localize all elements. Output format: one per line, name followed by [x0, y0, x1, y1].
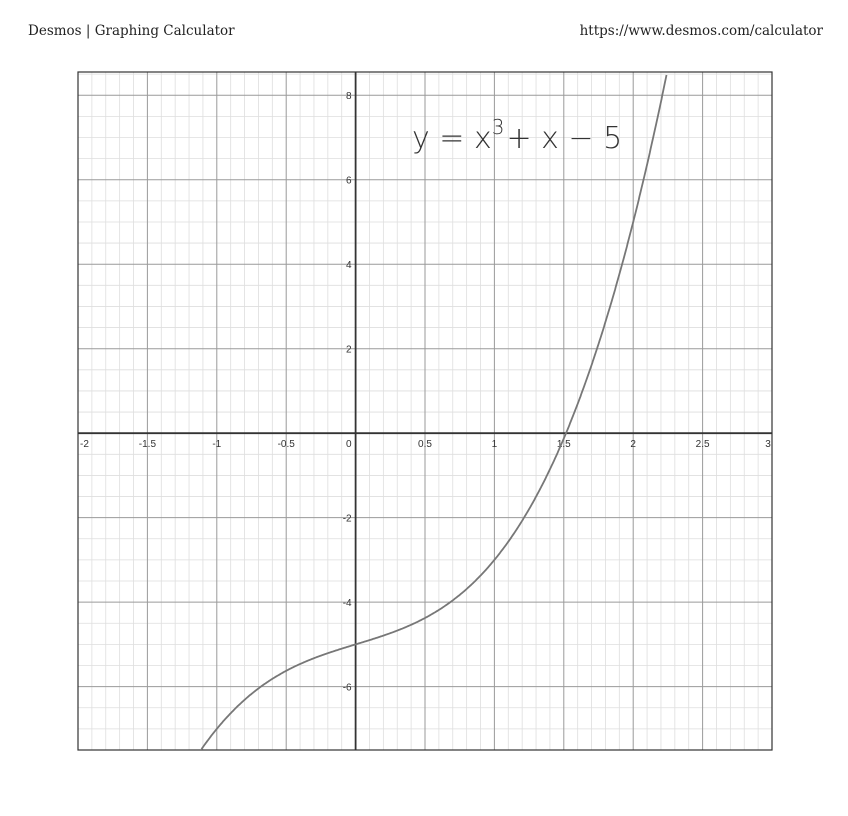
y-tick-label: 8	[346, 91, 352, 102]
y-tick-label: 2	[346, 345, 352, 356]
y-tick-label: 6	[346, 176, 352, 187]
major-grid	[77, 72, 773, 750]
x-tick-label: 0	[346, 439, 352, 450]
x-tick-label: 0.5	[418, 439, 432, 450]
y-tick-label: 4	[346, 260, 352, 271]
page-url: https://www.desmos.com/calculator	[579, 23, 823, 39]
x-tick-label: 1.5	[557, 439, 571, 450]
tick-labels: -2 -1.5 -1 -0.5 0 0.5 1 1.5 2 2.5 3 -6 -4 -2 2 4 6 8	[80, 91, 771, 693]
y-tick-label: -4	[343, 598, 352, 609]
x-tick-label: 2.5	[696, 439, 710, 450]
equation-annotation: y = x3+ x − 5	[412, 115, 622, 156]
x-tick-label: -0.5	[278, 439, 296, 450]
curve-cubic	[200, 74, 668, 750]
y-tick-label: -2	[343, 514, 352, 525]
x-tick-label: 1	[492, 439, 498, 450]
x-tick-label: -1.5	[139, 439, 157, 450]
plot-border	[77, 71, 773, 751]
x-tick-label: -1	[212, 439, 221, 450]
x-tick-label: 2	[630, 439, 636, 450]
page-title: Desmos | Graphing Calculator	[28, 23, 235, 39]
y-tick-label: -6	[343, 683, 352, 694]
x-tick-label: -2	[80, 439, 89, 450]
x-tick-label: 3	[765, 439, 771, 450]
axes	[77, 71, 773, 751]
